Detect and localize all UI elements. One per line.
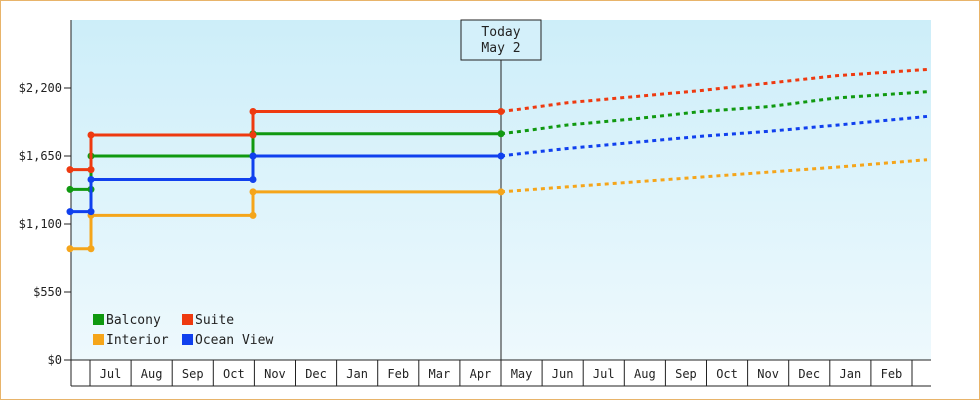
legend-label-balcony: Balcony <box>106 313 161 328</box>
data-point-interior <box>66 245 74 253</box>
y-tick-label: $2,200 <box>19 81 62 95</box>
data-point-ocean-view <box>249 152 257 160</box>
x-tick-label: Aug <box>634 367 656 381</box>
data-point-balcony <box>497 130 505 138</box>
forecast-line-interior <box>500 158 928 194</box>
x-tick-label: Sep <box>675 367 697 381</box>
x-tick-label: Nov <box>264 367 286 381</box>
data-point-suite <box>249 131 257 139</box>
today-date-label: May 2 <box>481 41 520 56</box>
legend-label-suite: Suite <box>195 313 234 328</box>
x-tick-label: Dec <box>798 367 820 381</box>
x-tick-label: Oct <box>223 367 245 381</box>
data-point-suite <box>249 107 257 115</box>
data-point-ocean-view <box>87 208 95 216</box>
today-label: Today <box>481 25 520 40</box>
data-point-interior <box>249 188 257 196</box>
today-box <box>460 19 542 61</box>
data-point-interior <box>497 188 505 196</box>
y-tick-label: $1,100 <box>19 217 62 231</box>
data-point-suite <box>497 107 505 115</box>
x-tick-label: Jul <box>593 367 615 381</box>
x-tick-label: Jun <box>552 367 574 381</box>
legend-label-interior: Interior <box>106 333 169 348</box>
y-tick-label: $1,650 <box>19 149 62 163</box>
x-tick-label: Oct <box>716 367 738 381</box>
data-point-suite <box>66 166 74 174</box>
forecast-line-ocean-view <box>500 114 928 158</box>
x-tick-label: Jan <box>840 367 862 381</box>
legend-swatch-ocean-view <box>182 334 193 345</box>
x-tick-label: Jan <box>346 367 368 381</box>
data-point-interior <box>87 245 95 253</box>
x-tick-label: Feb <box>881 367 903 381</box>
legend-swatch-interior <box>93 334 104 345</box>
data-point-ocean-view <box>497 152 505 160</box>
data-point-ocean-view <box>249 175 257 183</box>
legend-swatch-balcony <box>93 314 104 325</box>
data-point-ocean-view <box>87 175 95 183</box>
y-tick-label: $0 <box>48 353 62 367</box>
data-point-ocean-view <box>66 208 74 216</box>
x-tick-label: Feb <box>387 367 409 381</box>
data-point-suite <box>87 131 95 139</box>
x-tick-label: Mar <box>429 367 451 381</box>
legend-label-ocean-view: Ocean View <box>195 333 273 348</box>
legend-swatch-suite <box>182 314 193 325</box>
x-tick-label: Sep <box>182 367 204 381</box>
x-tick-label: Jul <box>100 367 122 381</box>
x-tick-label: Dec <box>305 367 327 381</box>
y-tick-label: $550 <box>33 285 62 299</box>
x-tick-label: Nov <box>757 367 779 381</box>
x-tick-label: Aug <box>141 367 163 381</box>
x-tick-label: May <box>511 367 533 381</box>
x-tick-label: Apr <box>470 367 492 381</box>
data-point-suite <box>87 166 95 174</box>
data-point-balcony <box>66 185 74 193</box>
data-point-interior <box>249 211 257 219</box>
